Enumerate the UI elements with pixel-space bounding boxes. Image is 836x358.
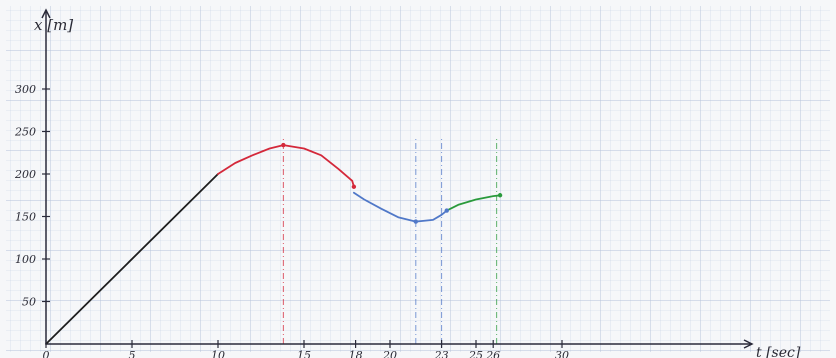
x-tick-label: 23 [434, 349, 449, 358]
x-tick-label: 5 [129, 349, 136, 358]
y-tick-label: 200 [14, 168, 36, 181]
series-line-0 [45, 173, 219, 345]
grid-paper [6, 6, 830, 352]
point-marker-0 [281, 142, 286, 148]
x-tick-label: 25 [468, 349, 483, 358]
x-axis-arrow [743, 339, 754, 349]
point-marker-3 [444, 208, 449, 213]
y-tick-label: 50 [22, 296, 36, 309]
y-tick-label: 100 [15, 253, 36, 266]
series-line-3 [445, 194, 501, 212]
x-tick-label: 15 [297, 349, 311, 358]
x-tick-label: 10 [211, 349, 225, 358]
point-marker-1 [351, 184, 357, 189]
y-tick-label: 300 [15, 83, 36, 96]
x-tick-label: 20 [382, 349, 397, 358]
y-tick-label: 250 [14, 126, 36, 139]
y-axis-arrow [41, 8, 51, 19]
series-line-2 [353, 191, 448, 223]
y-axis-label: x [m] [34, 16, 73, 34]
point-marker-2 [413, 219, 418, 224]
y-tick-label: 150 [15, 211, 36, 224]
x-tick-label: 26 [485, 349, 500, 358]
point-marker-4 [497, 193, 503, 198]
x-axis-label: t [sec] [756, 345, 801, 358]
x-tick-label: 30 [555, 349, 569, 358]
x-tick-label: 0 [43, 349, 50, 358]
x-tick-label: 18 [349, 349, 363, 358]
series-line-1 [217, 144, 355, 188]
